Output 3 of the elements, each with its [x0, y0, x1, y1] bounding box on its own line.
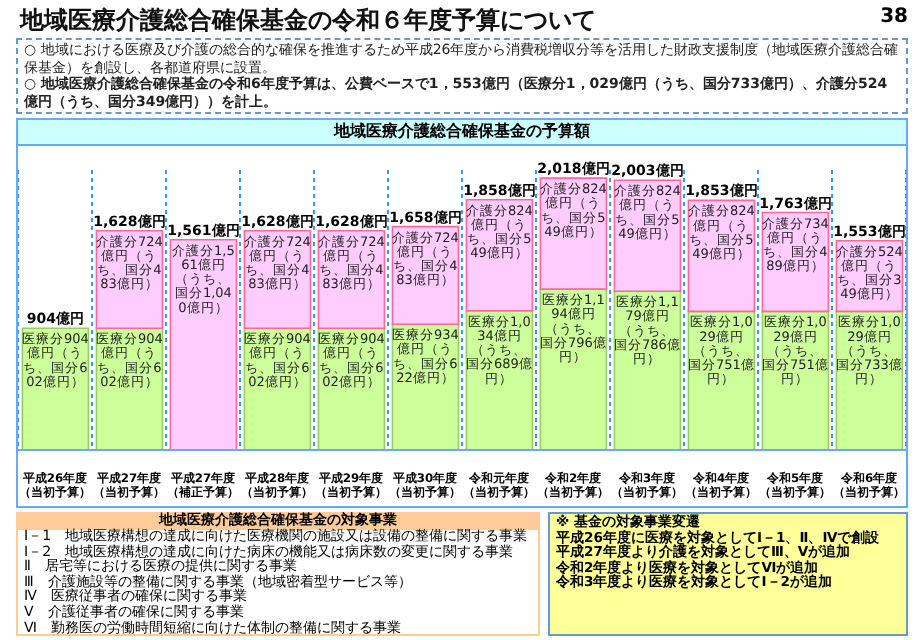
text: 38	[880, 6, 908, 28]
chart-title: 地域医療介護総合確保基金の令和６年度予算について	[20, 4, 596, 38]
text: 地域医療介護総合確保基金の予算額	[18, 120, 906, 146]
